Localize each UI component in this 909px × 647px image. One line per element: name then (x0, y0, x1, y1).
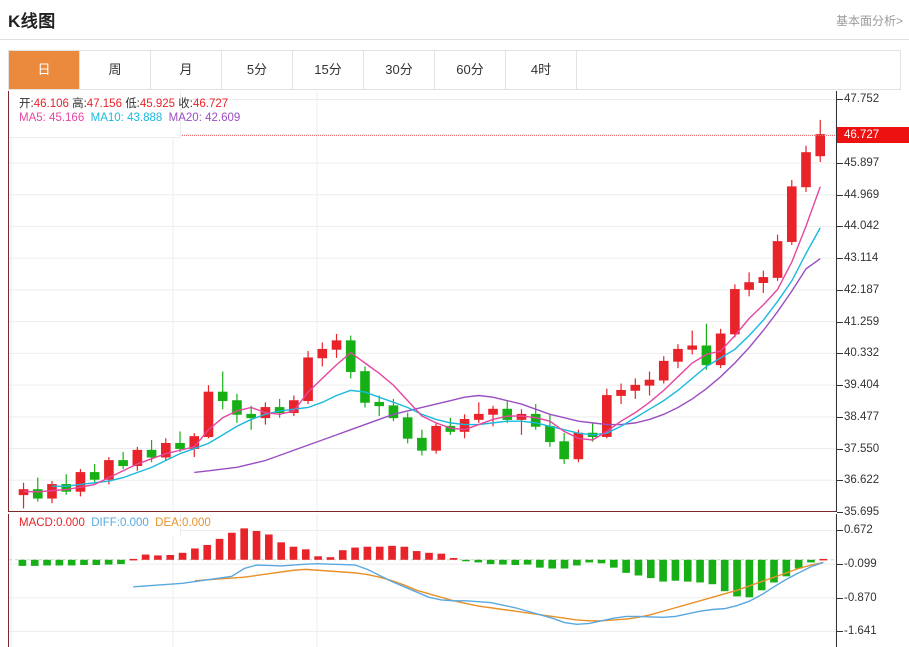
close-label: 收: (178, 98, 193, 110)
ma-legend-line: MA5: 45.166 MA10: 43.888 MA20: 42.609 (19, 112, 240, 124)
tabbar-spacer (577, 51, 900, 89)
price-axis-label: 37.550 (844, 442, 880, 455)
price-axis-tick (837, 416, 843, 418)
price-axis-tick (837, 162, 843, 164)
macd-chart-svg (9, 514, 836, 647)
high-label: 高: (72, 98, 87, 110)
macd-axis-tick (837, 530, 843, 532)
price-axis-label: 43.114 (844, 252, 879, 265)
price-axis-label: 42.187 (844, 283, 880, 296)
price-axis-tick (837, 321, 843, 323)
price-axis-label: 47.752 (844, 93, 880, 106)
tab-6[interactable]: 60分 (435, 51, 506, 89)
macd-legend-box (9, 514, 181, 536)
price-chart-svg (9, 91, 836, 511)
price-axis: 47.752 46.727 45.897 44.969 44.042 43.114 42.1… (836, 91, 909, 518)
price-axis-tick (837, 448, 843, 450)
high-value: 47.156 (86, 98, 122, 110)
macd-value: 0.000 (56, 517, 85, 529)
price-axis-tick (837, 289, 843, 291)
macd-axis-label: -0.099 (844, 558, 877, 571)
macd-legend: MACD:0.000 DIFF:0.000 DEA:0.000 (19, 517, 211, 529)
price-axis-tick (837, 480, 843, 482)
macd-axis-label: 0.672 (844, 524, 873, 537)
ohlc-legend-line: 开:46.106 高:47.156 低:45.925 收:46.727 (19, 95, 228, 111)
close-value: 46.727 (192, 98, 229, 110)
fundamental-analysis-link[interactable]: 基本面分析> (835, 14, 903, 28)
price-axis-tick (837, 194, 843, 196)
ohlc-legend-box: 开:46.106 高:47.156 低:45.925 收:46.727 MA5:… (9, 91, 240, 138)
macd-axis-tick (837, 631, 843, 633)
macd-axis: 0.672 -0.099 -0.870 -1.641 (836, 514, 909, 647)
macd-axis-label: -0.870 (844, 591, 877, 604)
last-price-dotted-line (9, 134, 836, 136)
price-axis-tick (837, 258, 843, 260)
price-axis-label: 35.695 (844, 506, 880, 518)
ma5-value: 45.166 (49, 112, 85, 124)
diff-label: DIFF: (91, 517, 120, 529)
period-tabbar: 日周月 5分 15分 30分 60分 4时 (8, 50, 901, 90)
macd-axis-tick (837, 597, 843, 599)
dea-label: DEA: (155, 517, 182, 529)
tab-0[interactable]: 日 (9, 51, 80, 89)
tab-7[interactable]: 4时 (506, 51, 577, 89)
tab-1[interactable]: 周 (80, 51, 151, 89)
tab-4[interactable]: 15分 (293, 51, 364, 89)
price-axis-label: 44.969 (844, 188, 880, 201)
ma10-value: 43.888 (127, 112, 163, 124)
macd-chart-panel[interactable]: MACD:0.000 DIFF:0.000 DEA:0.000 (8, 514, 836, 647)
tab-5[interactable]: 30分 (364, 51, 435, 89)
price-axis-label: 36.622 (844, 474, 880, 487)
page-title: K线图 (8, 12, 56, 31)
price-axis-tick (837, 353, 843, 355)
open-label: 开: (19, 98, 34, 110)
price-axis-tick (837, 226, 843, 228)
last-price-tag: 46.727 (837, 126, 909, 143)
ma5-label: MA5: (19, 112, 46, 124)
price-axis-label: 40.332 (844, 347, 880, 360)
page-header: K线图 基本面分析> (0, 0, 909, 40)
low-value: 45.925 (139, 98, 176, 110)
tab-3[interactable]: 5分 (222, 51, 293, 89)
open-value: 46.106 (33, 98, 69, 110)
price-axis-tick (837, 99, 843, 101)
price-axis-label: 39.404 (844, 379, 880, 392)
price-axis-label: 41.259 (844, 315, 880, 328)
diff-value: 0.000 (119, 517, 149, 529)
ma20-value: 42.609 (205, 112, 241, 124)
macd-axis-label: -1.641 (844, 625, 877, 638)
price-axis-tick (837, 512, 843, 513)
price-axis-label: 44.042 (844, 220, 880, 233)
ma10-label: MA10: (90, 112, 124, 124)
macd-label: MACD: (19, 517, 57, 529)
dea-value: 0.000 (182, 517, 211, 529)
price-axis-tick (837, 385, 843, 387)
macd-axis-tick (837, 564, 843, 566)
price-axis-label: 38.477 (844, 410, 880, 423)
price-axis-label: 45.897 (844, 156, 880, 169)
low-label: 低: (125, 98, 140, 110)
ma20-label: MA20: (168, 112, 202, 124)
price-chart-panel[interactable]: 开:46.106 高:47.156 低:45.925 收:46.727 MA5:… (8, 91, 836, 512)
tab-2[interactable]: 月 (151, 51, 222, 89)
